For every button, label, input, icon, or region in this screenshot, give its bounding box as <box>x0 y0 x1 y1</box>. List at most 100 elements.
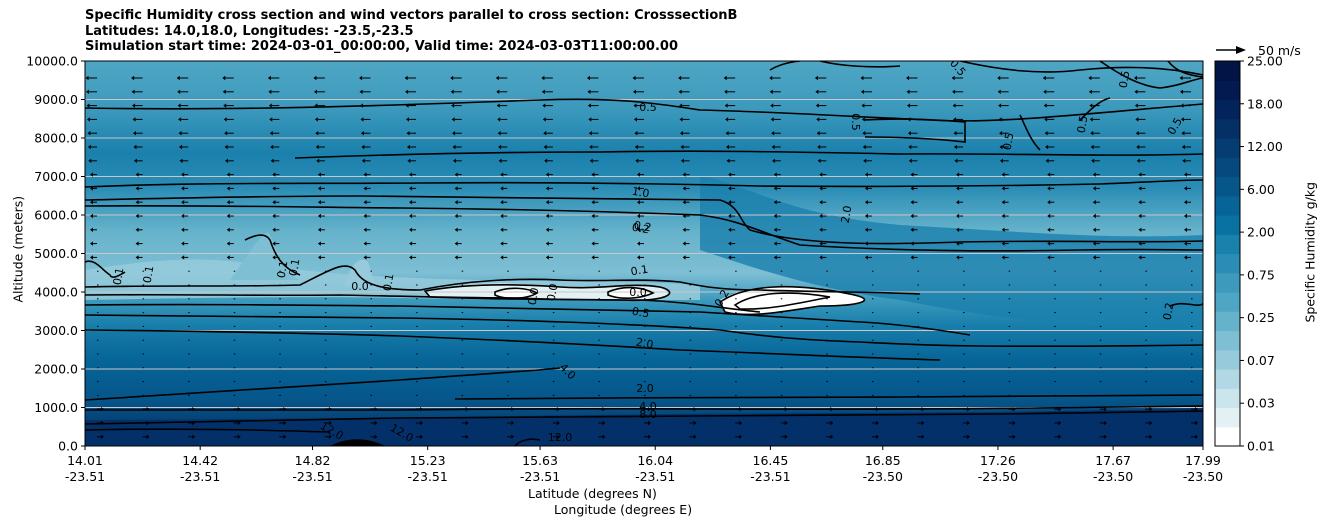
wind-vector-head <box>451 117 455 122</box>
y-axis: 0.0 1000.0 2000.0 3000.0 4000.0 5000.0 6000.0 7… <box>26 54 85 454</box>
wind-vector-head <box>135 172 139 177</box>
wind-vector-head <box>101 434 104 439</box>
wind-vector-head <box>773 186 777 191</box>
wind-vector-head <box>192 407 196 412</box>
wind-vector-head <box>454 241 458 246</box>
wind-vector-head <box>739 434 743 439</box>
contour-label: 0.5 <box>1001 132 1017 151</box>
colorbar-frame <box>1214 60 1241 447</box>
wind-vector-head <box>409 241 413 246</box>
wind-vector-head <box>819 227 823 232</box>
wind-vector-head <box>739 407 743 412</box>
wind-vector-head <box>1089 117 1093 122</box>
wind-vector-head <box>420 420 424 426</box>
wind-vector-head <box>772 158 776 163</box>
wind-vector-head <box>90 172 93 177</box>
colorbar-tick-label: 0.25 <box>1247 310 1275 325</box>
wind-vector-head <box>317 186 321 191</box>
contour-label: 0.2 <box>633 219 652 235</box>
contour-line <box>864 118 966 143</box>
colorbar-tick-label: 0.75 <box>1247 267 1275 282</box>
wind-vector-head <box>404 75 408 81</box>
wind-vector-head <box>1012 407 1016 412</box>
wind-vector-head <box>726 158 730 163</box>
wind-vector-head <box>1138 227 1142 232</box>
contour-line <box>85 367 561 401</box>
y-tick-label: 4000.0 <box>34 285 78 300</box>
wind-vector-head <box>819 241 823 246</box>
wind-vector-head <box>542 117 546 122</box>
x-tick-label-lon: -23.51 <box>180 469 220 484</box>
wind-vector-head <box>921 407 925 412</box>
wind-vector-head <box>907 117 911 122</box>
x-tick-label-lat: 15.63 <box>522 453 558 468</box>
wind-vector-head <box>495 75 499 81</box>
wind-vector-head <box>272 186 276 191</box>
colorbar-segment <box>1215 426 1240 447</box>
wind-vector-head <box>500 227 504 232</box>
wind-vector-head <box>315 144 319 150</box>
wind-vector-head <box>1181 144 1185 150</box>
contour-label: 0.5 <box>639 101 657 114</box>
wind-vector-head <box>956 172 960 177</box>
wind-vector-head <box>541 89 545 94</box>
wind-vector-head <box>90 227 93 232</box>
quiver-key-arrowhead <box>1236 46 1246 54</box>
surface-peak <box>330 439 385 446</box>
wind-vector-head <box>591 227 595 232</box>
wind-vector-head <box>177 89 181 94</box>
contour-label: 0.5 <box>631 305 650 321</box>
wind-vector-head <box>693 434 697 439</box>
contour-label: 2.0 <box>839 205 855 224</box>
wind-vector-head <box>268 89 272 94</box>
wind-vector-head <box>1092 200 1096 205</box>
wind-vector-head <box>498 144 502 150</box>
title-line-1: Specific Humidity cross section and wind… <box>85 8 738 23</box>
wind-vector-head <box>101 407 104 412</box>
wind-vector-head <box>454 213 458 219</box>
wind-vector-head <box>361 144 365 150</box>
dry-lens-east <box>720 286 865 315</box>
wind-vector-head <box>544 158 548 163</box>
x-axis-label-latitude: Latitude (degrees N) <box>528 486 657 501</box>
wind-vector-head <box>545 186 549 191</box>
wind-vector-head <box>1047 241 1051 246</box>
colorbar-segment <box>1215 330 1240 351</box>
wind-vector-head <box>1135 117 1139 122</box>
wind-vector-head <box>906 89 910 94</box>
wind-vector-head <box>819 213 823 219</box>
wind-vector-head <box>728 255 732 260</box>
colorbar-segment <box>1215 157 1240 178</box>
wind-vector-head <box>452 131 456 136</box>
wind-vector-head <box>500 213 504 219</box>
wind-vector-head <box>542 103 546 108</box>
wind-vector-head <box>998 103 1002 108</box>
wind-vector-head <box>724 89 728 94</box>
wind-vector-head <box>864 255 868 260</box>
colorbar-segment <box>1215 80 1240 101</box>
wind-vector-head <box>1088 89 1092 94</box>
wind-vector-head <box>637 200 640 205</box>
colorbar-segment <box>1215 253 1240 274</box>
contour-label: 0.0 <box>526 287 542 306</box>
wind-vector-head <box>817 158 821 163</box>
wind-vector-head <box>363 200 367 205</box>
wind-vector-head <box>328 434 332 439</box>
wind-vector-head <box>1001 227 1005 232</box>
wind-vector-head <box>90 186 93 191</box>
wind-vector-head <box>999 158 1003 163</box>
wind-vector-head <box>816 117 820 122</box>
plume-1 <box>230 232 300 280</box>
wind-vector-head <box>637 186 640 191</box>
colorbar-tick-label: 18.00 <box>1247 96 1283 111</box>
wind-vector-head <box>682 172 686 177</box>
wind-vector-head <box>1138 200 1142 205</box>
colorbar-segment <box>1215 99 1240 120</box>
wind-vector-head <box>728 186 732 191</box>
y-tick-label: 5000.0 <box>34 246 78 261</box>
x-tick-label-lon: -23.51 <box>635 469 675 484</box>
wind-vector-head <box>496 89 500 94</box>
wind-vector-head <box>967 407 971 412</box>
wind-vector-head <box>682 213 686 219</box>
